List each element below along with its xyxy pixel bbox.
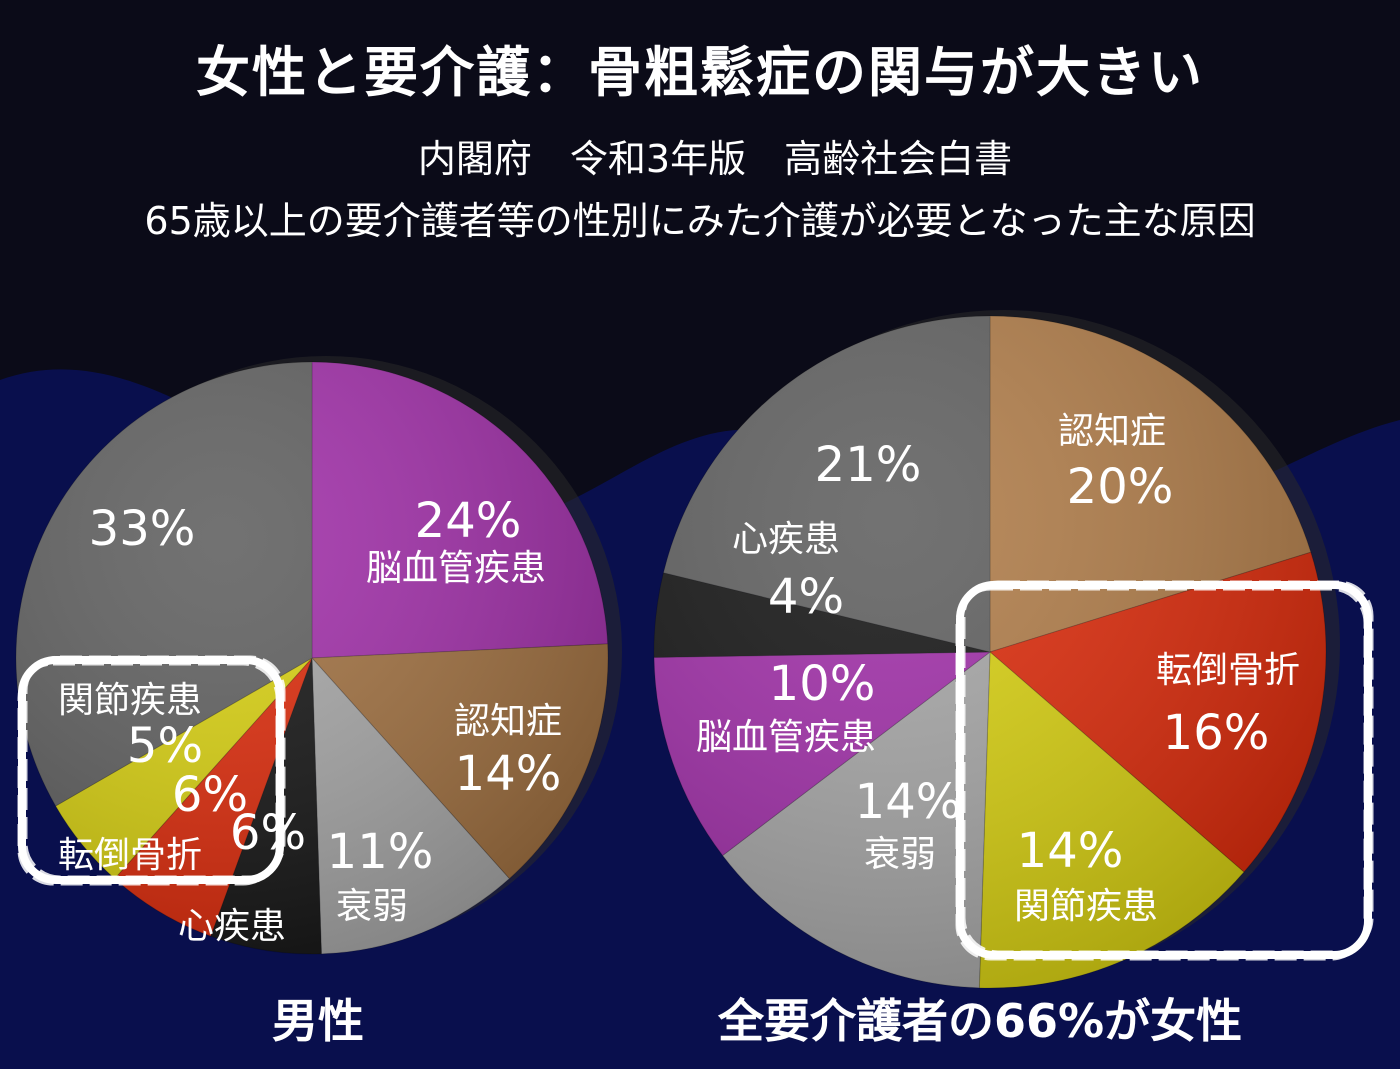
- male-value-other: 33%: [89, 501, 196, 557]
- all-value-frailty: 14%: [855, 774, 962, 830]
- pie-labels: 脳血管疾患24%認知症14%衰弱11%心疾患6%転倒骨折6%関節疾患5%33%認…: [58, 411, 1300, 947]
- page-title: 女性と要介護：骨粗鬆症の関与が大きい: [196, 41, 1204, 104]
- all-value-other: 21%: [815, 437, 922, 493]
- highlight-boxes: [17, 580, 1374, 961]
- all-value-fall-fracture: 16%: [1163, 705, 1270, 761]
- male-label-fall-fracture: 転倒骨折: [58, 835, 202, 876]
- page-subtitle-description: 65歳以上の要介護者等の性別にみた介護が必要となった主な原因: [144, 199, 1256, 243]
- all-label-frailty: 衰弱: [864, 834, 936, 875]
- highlight-box-male: [24, 655, 286, 879]
- all-label-fall-fracture: 転倒骨折: [1156, 650, 1300, 691]
- pie-shading: [16, 362, 608, 954]
- page-subtitle-source: 内閣府 令和3年版 高齢社会白書: [417, 137, 1013, 181]
- male-label-frailty: 衰弱: [336, 886, 408, 927]
- all-label-heart-disease: 心疾患: [732, 519, 840, 560]
- pie-shading: [654, 316, 1326, 988]
- male-value-dementia: 14%: [455, 746, 562, 802]
- highlight-box-all: [955, 587, 1367, 961]
- highlight-box-all: [956, 581, 1372, 959]
- male-value-fall-fracture: 6%: [172, 767, 248, 823]
- male-value-joint-disease: 5%: [127, 718, 203, 774]
- male-label-joint-disease: 関節疾患: [58, 680, 202, 721]
- all-label-dementia: 認知症: [1058, 411, 1166, 452]
- all-value-dementia: 20%: [1067, 459, 1174, 515]
- male-label-cerebrovascular: 脳血管疾患: [366, 548, 546, 589]
- all-label-cerebrovascular: 脳血管疾患: [696, 717, 876, 758]
- highlight-box-all: [962, 580, 1374, 954]
- chart-caption-all: 全要介護者の66%が女性: [718, 994, 1243, 1048]
- all-value-cerebrovascular: 10%: [769, 656, 876, 712]
- male-value-cerebrovascular: 24%: [415, 493, 522, 549]
- pie-chart-all: [653, 310, 1340, 989]
- highlight-box-male: [18, 656, 284, 884]
- male-value-heart-disease: 6%: [230, 805, 306, 861]
- male-value-frailty: 11%: [327, 824, 434, 880]
- male-label-dementia: 認知症: [454, 701, 562, 742]
- all-value-joint-disease: 14%: [1017, 823, 1124, 879]
- highlight-box-male: [17, 662, 279, 886]
- all-label-joint-disease: 関節疾患: [1014, 886, 1158, 927]
- male-label-heart-disease: 心疾患: [178, 906, 286, 947]
- all-value-heart-disease: 4%: [768, 569, 844, 625]
- chart-caption-male: 男性: [272, 994, 364, 1048]
